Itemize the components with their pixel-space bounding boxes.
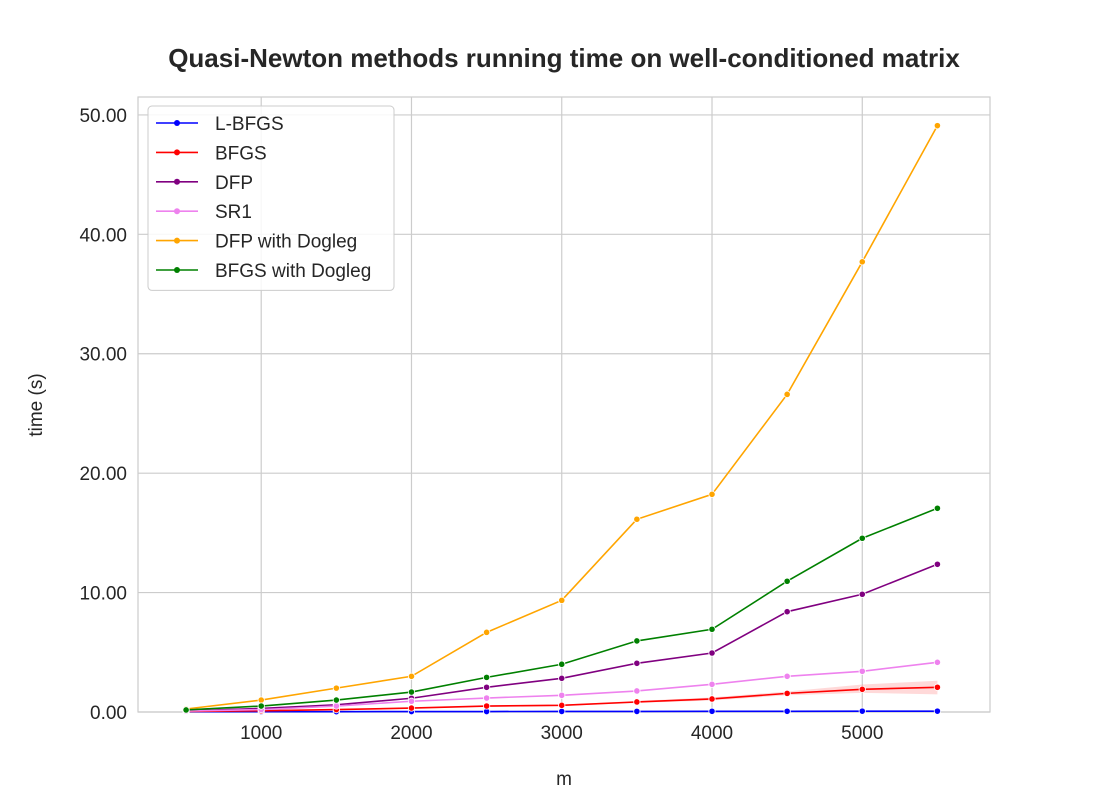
data-point-bfgs-with-dogleg <box>182 706 190 714</box>
data-point-l-bfgs <box>858 707 866 715</box>
data-point-dfp-with-dogleg <box>633 515 641 523</box>
y-axis-label: time (s) <box>26 373 47 436</box>
x-tick-labels: 1000 2000 3000 4000 5000 <box>240 723 883 744</box>
data-point-sr1 <box>483 694 491 702</box>
legend-label: BFGS with Dogleg <box>215 261 371 282</box>
data-point-sr1 <box>558 691 566 699</box>
x-tick-label: 5000 <box>841 723 883 744</box>
data-point-sr1 <box>633 687 641 695</box>
data-point-bfgs-with-dogleg <box>708 625 716 633</box>
data-point-bfgs-with-dogleg <box>332 696 340 704</box>
data-point-dfp <box>933 560 942 568</box>
y-tick-label: 0.00 <box>90 703 127 724</box>
data-point-sr1 <box>708 680 716 688</box>
x-tick-label: 4000 <box>691 723 733 744</box>
data-point-dfp-with-dogleg <box>708 490 716 498</box>
data-point-bfgs-with-dogleg <box>783 577 791 585</box>
x-tick-label: 3000 <box>541 723 583 744</box>
legend-marker-icon <box>174 267 180 273</box>
data-point-sr1 <box>783 672 791 680</box>
legend-item-bfgs-with-dogleg: BFGS with Dogleg <box>156 261 371 282</box>
y-tick-labels: 0.00 10.00 20.00 30.00 40.00 50.00 <box>79 106 127 724</box>
legend-marker-icon <box>174 178 180 185</box>
legend-item-dfp: DFP <box>156 173 253 194</box>
y-tick-label: 40.00 <box>79 225 127 246</box>
legend-label: BFGS <box>215 143 267 164</box>
data-point-bfgs <box>558 701 566 709</box>
data-point-dfp-with-dogleg <box>407 672 416 680</box>
y-tick-label: 10.00 <box>79 584 127 605</box>
data-point-bfgs <box>933 683 942 691</box>
series-l-bfgs <box>182 707 942 716</box>
data-point-bfgs-with-dogleg <box>558 660 566 668</box>
y-tick-label: 20.00 <box>79 464 127 485</box>
legend-marker-icon <box>174 120 180 126</box>
legend-box <box>147 105 395 291</box>
data-point-bfgs-with-dogleg <box>858 534 866 542</box>
legend-item-bfgs: BFGS <box>156 143 267 164</box>
data-point-bfgs-with-dogleg <box>633 637 641 645</box>
legend: L-BFGS BFGS DFP SR1 DFP with Dogleg BFGS with… <box>147 105 395 291</box>
data-point-dfp-with-dogleg <box>933 122 942 130</box>
y-tick-label: 50.00 <box>79 106 127 127</box>
data-point-sr1 <box>933 658 942 666</box>
legend-marker-icon <box>174 237 180 244</box>
x-tick-label: 2000 <box>390 723 432 744</box>
data-point-dfp-with-dogleg <box>783 390 791 398</box>
legend-item-l-bfgs: L-BFGS <box>156 114 284 135</box>
data-point-dfp <box>708 649 716 657</box>
data-point-l-bfgs <box>708 707 716 715</box>
chart-title: Quasi-Newton methods running time on wel… <box>168 43 960 73</box>
data-point-dfp <box>558 674 566 682</box>
data-point-bfgs-with-dogleg <box>483 673 491 681</box>
legend-label: L-BFGS <box>215 114 284 135</box>
data-point-bfgs <box>633 698 641 706</box>
legend-item-dfp-with-dogleg: DFP with Dogleg <box>156 232 357 253</box>
legend-label: SR1 <box>215 202 252 223</box>
data-point-bfgs-with-dogleg <box>257 702 265 710</box>
data-point-bfgs <box>407 704 416 712</box>
data-point-l-bfgs <box>558 707 566 716</box>
x-tick-label: 1000 <box>240 723 282 744</box>
data-point-sr1 <box>858 667 866 675</box>
series-dfp-with-dogleg <box>182 122 942 713</box>
data-point-dfp <box>858 590 866 598</box>
data-point-dfp-with-dogleg <box>858 258 866 266</box>
data-point-dfp <box>783 608 791 616</box>
y-tick-label: 30.00 <box>79 345 127 366</box>
legend-item-sr1: SR1 <box>156 202 252 223</box>
series-lines <box>182 122 942 716</box>
data-point-bfgs-with-dogleg <box>933 504 942 512</box>
data-point-dfp-with-dogleg <box>257 696 265 704</box>
data-point-bfgs <box>858 685 866 693</box>
legend-marker-icon <box>174 149 180 156</box>
data-point-l-bfgs <box>783 707 791 715</box>
data-point-bfgs <box>708 695 716 703</box>
data-point-l-bfgs <box>933 707 942 715</box>
data-point-sr1 <box>332 702 340 710</box>
data-point-sr1 <box>407 697 416 705</box>
data-point-dfp-with-dogleg <box>483 628 491 636</box>
legend-label: DFP <box>215 173 253 194</box>
data-point-bfgs <box>783 689 791 697</box>
data-point-l-bfgs <box>633 707 641 716</box>
data-point-dfp <box>483 683 491 691</box>
data-point-dfp <box>633 659 641 667</box>
legend-label: DFP with Dogleg <box>215 232 357 253</box>
data-point-dfp-with-dogleg <box>558 596 566 604</box>
data-point-bfgs-with-dogleg <box>407 688 416 696</box>
x-axis-label: m <box>556 769 572 790</box>
series-bfgs-with-dogleg <box>182 504 942 714</box>
legend-marker-icon <box>174 208 180 215</box>
data-point-bfgs <box>483 702 491 710</box>
data-point-dfp-with-dogleg <box>332 684 340 692</box>
